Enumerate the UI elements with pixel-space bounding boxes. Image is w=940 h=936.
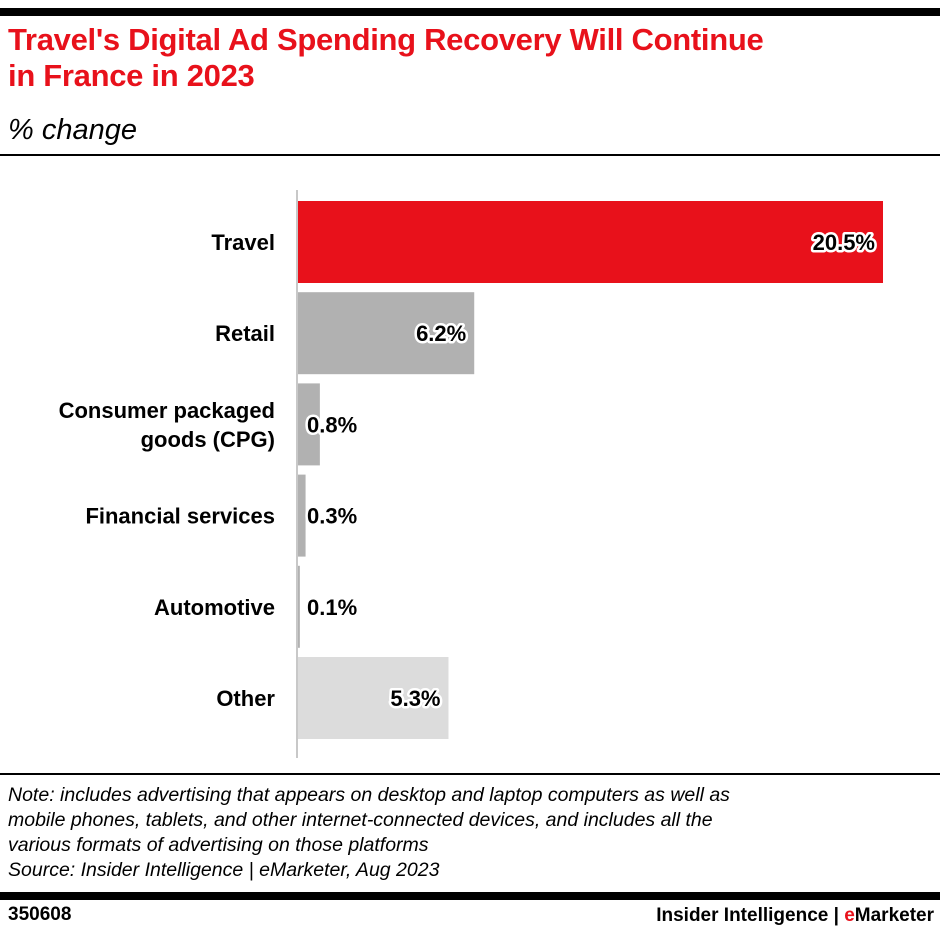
note-line-3: various formats of advertising on those … — [8, 834, 429, 856]
value-label-4: 0.1% — [307, 595, 357, 620]
category-label-0: Travel — [211, 230, 275, 255]
chart-title: Travel's Digital Ad Spending Recovery Wi… — [8, 22, 938, 94]
category-label-5: Other — [216, 686, 275, 711]
header-divider — [0, 154, 940, 156]
bar-1 — [297, 292, 475, 375]
value-label-1: 6.2% — [416, 321, 466, 346]
value-label-5: 5.3% — [390, 686, 440, 711]
bar-5 — [297, 657, 449, 739]
category-label-2-line-0: Consumer packaged — [59, 398, 275, 423]
bar-0 — [297, 201, 883, 283]
brand-prefix: Insider Intelligence | — [656, 905, 845, 926]
title-line-2: in France in 2023 — [8, 58, 255, 93]
footer-divider — [0, 773, 940, 775]
title-line-1: Travel's Digital Ad Spending Recovery Wi… — [8, 22, 764, 57]
chart-id: 350608 — [8, 904, 72, 925]
note-line-2: mobile phones, tablets, and other intern… — [8, 809, 713, 831]
brand-logo: Insider Intelligence | eMarketer — [656, 905, 934, 927]
brand-suffix: Marketer — [854, 905, 934, 926]
bar-3 — [297, 474, 306, 557]
value-label-2: 0.8% — [307, 412, 357, 437]
category-label-2-line-1: goods (CPG) — [141, 427, 275, 452]
value-label-0: 20.5% — [813, 230, 875, 255]
value-label-3: 0.3% — [307, 504, 357, 529]
top-rule — [0, 8, 940, 16]
chart-note: Note: includes advertising that appears … — [8, 783, 933, 883]
bar-4 — [297, 565, 300, 648]
brand-e: e — [844, 905, 855, 926]
category-label-3: Financial services — [85, 504, 275, 529]
source-line: Source: Insider Intelligence | eMarketer… — [8, 859, 440, 881]
bar-2 — [297, 383, 320, 466]
chart-subtitle: % change — [8, 114, 137, 146]
bar-chart: Travel 20.5% Retail 6.2% Consumer packaged go… — [59, 190, 883, 758]
note-line-1: Note: includes advertising that appears … — [8, 784, 730, 806]
bottom-rule — [0, 892, 940, 900]
category-label-1: Retail — [215, 321, 275, 346]
category-label-4: Automotive — [154, 595, 275, 620]
